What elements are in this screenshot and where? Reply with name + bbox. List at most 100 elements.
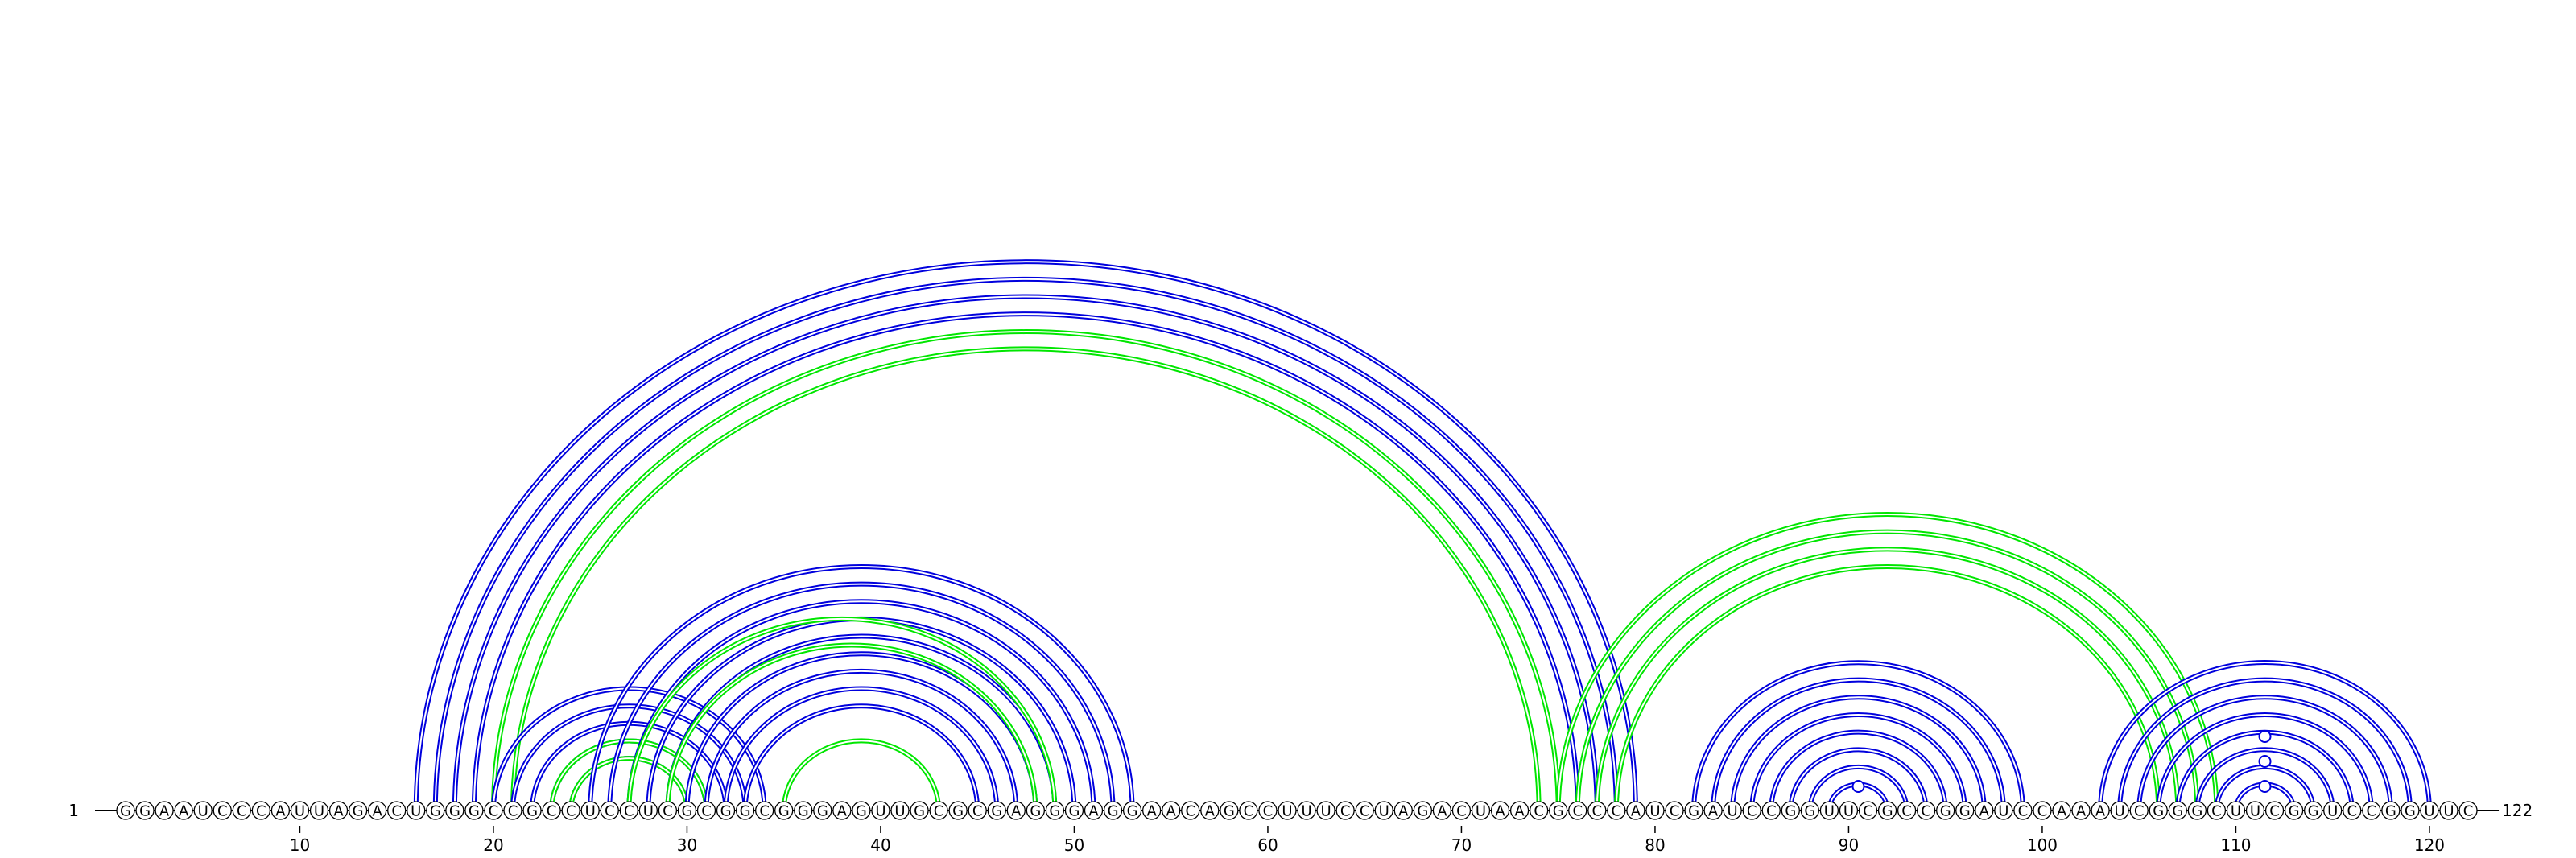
nucleotide: G [1064, 801, 1084, 820]
nucleotide-circle [1471, 801, 1491, 820]
nucleotide: A [1142, 801, 1162, 820]
nucleotide: C [1355, 801, 1374, 820]
nucleotide-letter: A [837, 803, 848, 820]
nucleotide-letter: U [585, 803, 596, 820]
nucleotide-circle [1626, 801, 1645, 820]
base-pair-arc [432, 276, 1619, 811]
nucleotide-letter: G [681, 803, 692, 820]
nucleotide-circle [968, 801, 987, 820]
nucleotide-circle [1955, 801, 1975, 820]
nucleotide-letter: G [449, 803, 460, 820]
nucleotide-circle [1355, 801, 1374, 820]
nucleotide: G [852, 801, 871, 820]
nucleotide-circle [367, 801, 387, 820]
nucleotide-letter: G [720, 803, 732, 820]
start-index-label: 1 [68, 801, 79, 820]
base-pair-arc-inner [2177, 731, 2353, 811]
nucleotide-circle [1297, 801, 1316, 820]
nucleotide-letter: U [314, 803, 324, 820]
base-pair-arc [781, 738, 942, 811]
nucleotide: G [716, 801, 736, 820]
nucleotide-letter: A [1514, 803, 1525, 820]
nucleotide-letter: G [1804, 803, 1815, 820]
nucleotide-circle [2071, 801, 2091, 820]
nucleotide-letter: C [1534, 803, 1544, 820]
nucleotide-circle [948, 801, 968, 820]
nucleotide-letter: U [2250, 803, 2260, 820]
nucleotide-circle [1587, 801, 1607, 820]
base-pair-arc-inner [512, 348, 1540, 811]
arcs-layer [413, 259, 2432, 811]
nucleotide-letter: A [275, 803, 286, 820]
nucleotide: C [600, 801, 619, 820]
nucleotide-letter: C [1456, 803, 1467, 820]
nucleotide-letter: C [1244, 803, 1254, 820]
nucleotide: A [174, 801, 193, 820]
nucleotide-letter: A [2076, 803, 2087, 820]
nucleotide: A [1490, 801, 1510, 820]
nucleotide: C [1607, 801, 1626, 820]
nucleotide-circle [1607, 801, 1626, 820]
nucleotide: G [2381, 801, 2401, 820]
tick-label: 50 [1064, 835, 1084, 855]
nucleotide-letter: U [2424, 803, 2434, 820]
nucleotide-letter: U [1282, 803, 1292, 820]
base-pair-arc-inner [2119, 679, 2411, 811]
nucleotide-circle [696, 801, 716, 820]
nucleotide: G [522, 801, 542, 820]
nucleotide-letter: G [1049, 803, 1060, 820]
base-pair-arc-inner [570, 757, 688, 811]
nucleotide: G [1413, 801, 1432, 820]
base-pair-arc-inner [453, 295, 1598, 811]
nucleotide: U [2323, 801, 2343, 820]
base-pair-arc-inner [1770, 731, 1946, 811]
nucleotide-letter: C [1901, 803, 1912, 820]
base-pair-arc-inner [1790, 749, 1927, 811]
base-pair-arc-inner [434, 278, 1617, 811]
nucleotide: C [1451, 801, 1472, 820]
nucleotide-letter: G [2289, 803, 2300, 820]
nucleotide: C [755, 801, 774, 820]
nucleotide: G [1045, 801, 1065, 820]
nucleotide: G [2149, 801, 2168, 820]
nucleotide-letter: U [1321, 803, 1331, 820]
nucleotide-circle [2129, 801, 2149, 820]
tick-label: 100 [2027, 835, 2058, 855]
nucleotide: G [1684, 801, 1703, 820]
nucleotide-circle [735, 801, 755, 820]
nucleotide-circle [290, 801, 310, 820]
nucleotide-circle [2110, 801, 2129, 820]
base-pair-arc-inner [512, 705, 746, 811]
nucleotide-circle [1530, 801, 1549, 820]
nucleotide-circle [2168, 801, 2187, 820]
nucleotide-circle [638, 801, 658, 820]
nucleotide: U [2420, 801, 2439, 820]
nucleotide: A [1006, 801, 1026, 820]
nucleotide-circle [580, 801, 600, 820]
nucleotide: G [735, 801, 755, 820]
nucleotide: U [1297, 801, 1316, 820]
base-pair-arc-inner [492, 330, 1559, 811]
nucleotide: G [135, 801, 155, 820]
tick-label: 20 [483, 835, 503, 855]
nucleotide-circle [2284, 801, 2304, 820]
nucleotide-circle [174, 801, 193, 820]
nucleotide-circle [1819, 801, 1839, 820]
nucleotide-letter: G [526, 803, 538, 820]
nucleotide-letter: U [2231, 803, 2241, 820]
nucleotide-circle [270, 801, 291, 820]
nucleotide-circle [1316, 801, 1335, 820]
tick-label: 80 [1645, 835, 1665, 855]
base-pair-arc-inner [1751, 713, 1966, 811]
tick-label: 70 [1451, 835, 1472, 855]
nucleotide-letter: G [1959, 803, 1971, 820]
nucleotide-circle [1936, 801, 1955, 820]
nucleotide-circle [1084, 801, 1104, 820]
nucleotide: A [1975, 801, 1994, 820]
nucleotide: G [116, 801, 135, 820]
nucleotide-circle [1374, 801, 1393, 820]
nucleotide: G [987, 801, 1006, 820]
nucleotide-letter: A [2095, 803, 2106, 820]
nucleotide-circle [213, 801, 232, 820]
nucleotide: U [890, 801, 910, 820]
